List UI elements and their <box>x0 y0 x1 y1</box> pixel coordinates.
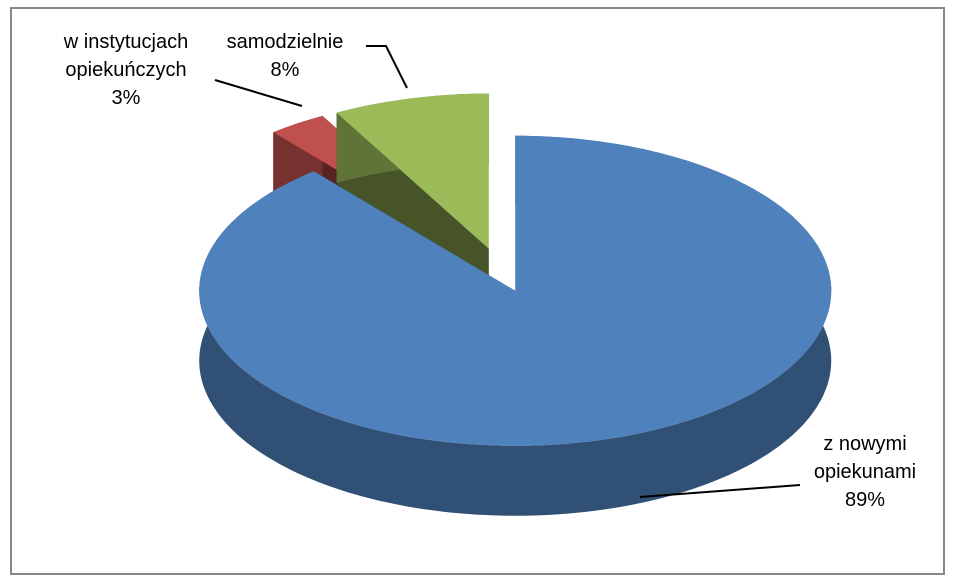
leader-line <box>366 45 408 89</box>
pie <box>199 93 832 516</box>
slice <box>336 93 489 249</box>
category-label: samodzielnie <box>226 31 344 53</box>
slice-label: w instytucjach opiekuńczych 3% <box>40 28 212 112</box>
value-label: 8% <box>270 59 300 81</box>
leader-line <box>639 484 801 498</box>
leader-line <box>214 79 303 107</box>
category-label: z nowymi opiekunami <box>813 433 917 483</box>
category-label: w instytucjach opiekuńczych <box>63 31 189 81</box>
slice-label: z nowymi opiekunami 89% <box>790 430 940 514</box>
value-label: 3% <box>111 87 141 109</box>
slice <box>199 135 832 446</box>
value-label: 89% <box>844 489 886 511</box>
slice-label: samodzielnie 8% <box>210 28 360 84</box>
